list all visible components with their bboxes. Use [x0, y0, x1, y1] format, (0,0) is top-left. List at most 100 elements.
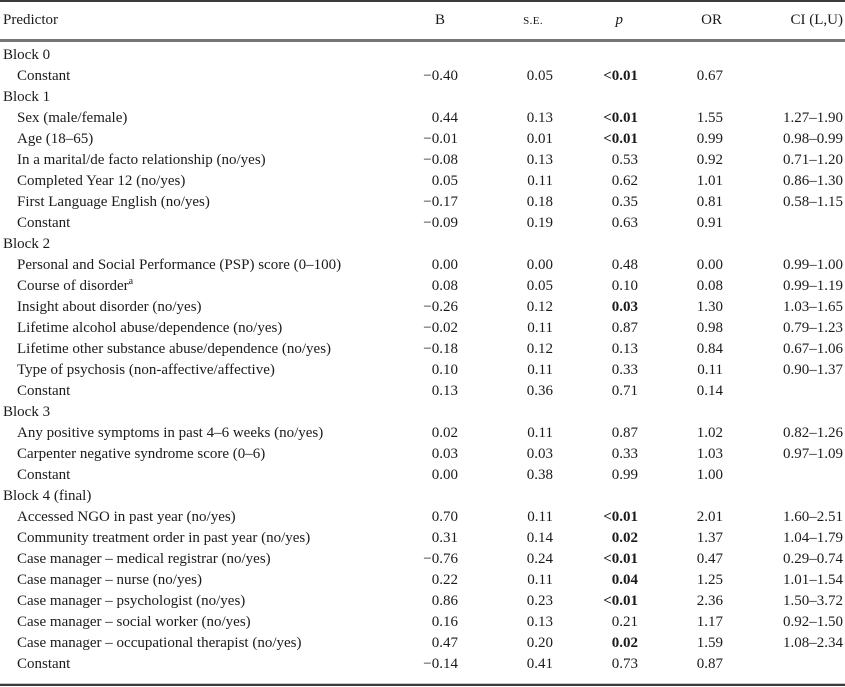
- cell-p: 0.71: [611, 383, 638, 399]
- cell-b: 0.16: [431, 614, 458, 630]
- table-row: Constant −0.09 0.19 0.63 0.91: [0, 213, 845, 234]
- cell-b: 0.47: [431, 635, 458, 651]
- cell-or: 0.98: [696, 320, 723, 336]
- cell-b: 0.02: [431, 425, 458, 441]
- cell-or: 0.91: [696, 215, 723, 231]
- cell-b: −0.18: [423, 341, 458, 357]
- cell-ci: 0.58–1.15: [783, 194, 843, 210]
- predictor-text: Age (18–65): [17, 131, 94, 147]
- column-header-or: OR: [638, 2, 723, 42]
- cell-p: 0.35: [611, 194, 638, 210]
- cell-ci: 0.98–0.99: [783, 131, 843, 147]
- cell-b: −0.02: [423, 320, 458, 336]
- predictor-label: Accessed NGO in past year (no/yes): [0, 507, 380, 528]
- table-row: Constant 0.00 0.38 0.99 1.00: [0, 465, 845, 486]
- table-row: Case manager – social worker (no/yes) 0.1…: [0, 612, 845, 633]
- cell-b: 0.86: [431, 593, 458, 609]
- cell-b: 0.70: [431, 509, 458, 525]
- cell-or: 0.14: [696, 383, 723, 399]
- table-row: Insight about disorder (no/yes) −0.26 0.12…: [0, 297, 845, 318]
- header-row: Predictor B S.E. p OR CI (L,U): [0, 2, 845, 42]
- cell-or: 0.81: [696, 194, 723, 210]
- cell-p: <0.01: [603, 68, 638, 84]
- predictor-text: Carpenter negative syndrome score (0–6): [17, 446, 266, 462]
- block-header-row: Block 1: [0, 87, 845, 108]
- column-header-ci: CI (L,U): [723, 2, 845, 42]
- cell-ci: [723, 465, 845, 486]
- predictor-label: Type of psychosis (non-affective/affecti…: [0, 360, 380, 381]
- predictor-text: Lifetime other substance abuse/dependenc…: [17, 341, 332, 357]
- cell-ci: 0.97–1.09: [783, 446, 843, 462]
- cell-b: 0.00: [431, 257, 458, 273]
- block-header-row: Block 2: [0, 234, 845, 255]
- predictor-label: Lifetime other substance abuse/dependenc…: [0, 339, 380, 360]
- cell-or: 0.11: [697, 362, 723, 378]
- cell-b: 0.10: [431, 362, 458, 378]
- cell-p: <0.01: [603, 593, 638, 609]
- table-body: Block 0 Constant −0.40 0.05 <0.01 0.67 Block 1…: [0, 41, 845, 676]
- cell-or: 0.47: [696, 551, 723, 567]
- column-header-se: S.E.: [458, 2, 553, 42]
- cell-ci: 1.60–2.51: [783, 509, 843, 525]
- predictor-label: Constant: [0, 465, 380, 486]
- cell-or: 0.99: [696, 131, 723, 147]
- cell-ci: 0.71–1.20: [783, 152, 843, 168]
- cell-b: 0.22: [431, 572, 458, 588]
- table-row: Age (18–65) −0.01 0.01 <0.01 0.99 0.98–0.99: [0, 129, 845, 150]
- cell-ci: 0.92–1.50: [783, 614, 843, 630]
- table-row: Case manager – nurse (no/yes) 0.22 0.11 0.0…: [0, 570, 845, 591]
- cell-se: 0.11: [527, 320, 553, 336]
- predictor-label: Insight about disorder (no/yes): [0, 297, 380, 318]
- cell-or: 1.30: [696, 299, 723, 315]
- cell-se: 0.19: [526, 215, 553, 231]
- predictor-label: Lifetime alcohol abuse/dependence (no/ye…: [0, 318, 380, 339]
- predictor-label: Sex (male/female): [0, 108, 380, 129]
- table-row: Case manager – medical registrar (no/yes…: [0, 549, 845, 570]
- cell-p: 0.99: [611, 467, 638, 483]
- predictor-label: Age (18–65): [0, 129, 380, 150]
- cell-ci: [723, 66, 845, 87]
- predictor-text: First Language English (no/yes): [17, 194, 210, 210]
- cell-or: 1.03: [696, 446, 723, 462]
- predictor-text: Community treatment order in past year (…: [17, 530, 311, 546]
- predictor-text: Insight about disorder (no/yes): [17, 299, 202, 315]
- cell-se: 0.05: [526, 278, 553, 294]
- cell-p: 0.02: [611, 530, 638, 546]
- cell-or: 1.00: [696, 467, 723, 483]
- table-row: In a marital/de facto relationship (no/y…: [0, 150, 845, 171]
- predictor-text: Constant: [17, 215, 71, 231]
- cell-p: 0.33: [611, 362, 638, 378]
- predictor-text: Constant: [17, 656, 71, 672]
- cell-se: 0.01: [526, 131, 553, 147]
- predictor-text: Course of disorder: [17, 278, 129, 294]
- cell-or: 2.36: [696, 593, 723, 609]
- cell-or: 0.84: [696, 341, 723, 357]
- cell-or: 0.00: [696, 257, 723, 273]
- predictor-text: Constant: [17, 68, 71, 84]
- cell-or: 0.87: [696, 656, 723, 672]
- cell-p: 0.03: [611, 299, 638, 315]
- cell-or: 1.17: [696, 614, 723, 630]
- predictor-label: Any positive symptoms in past 4–6 weeks …: [0, 423, 380, 444]
- cell-se: 0.05: [526, 68, 553, 84]
- cell-ci: 0.29–0.74: [783, 551, 843, 567]
- cell-p: <0.01: [603, 131, 638, 147]
- predictor-label: Constant: [0, 654, 380, 675]
- predictor-text: Constant: [17, 467, 71, 483]
- predictor-label: Constant: [0, 381, 380, 402]
- cell-ci: 0.99–1.19: [783, 278, 843, 294]
- cell-b: −0.26: [423, 299, 458, 315]
- cell-p: 0.21: [611, 614, 638, 630]
- table-row: Personal and Social Performance (PSP) sc…: [0, 255, 845, 276]
- cell-b: −0.40: [423, 68, 458, 84]
- block-label: Block 1: [3, 89, 51, 105]
- cell-se: 0.11: [527, 509, 553, 525]
- cell-ci: 1.03–1.65: [783, 299, 843, 315]
- cell-ci: 0.86–1.30: [783, 173, 843, 189]
- block-header-row: Block 3: [0, 402, 845, 423]
- cell-ci: 0.79–1.23: [783, 320, 843, 336]
- cell-ci: 0.99–1.00: [783, 257, 843, 273]
- cell-se: 0.13: [526, 614, 553, 630]
- cell-ci: [723, 213, 845, 234]
- cell-se: 0.11: [527, 572, 553, 588]
